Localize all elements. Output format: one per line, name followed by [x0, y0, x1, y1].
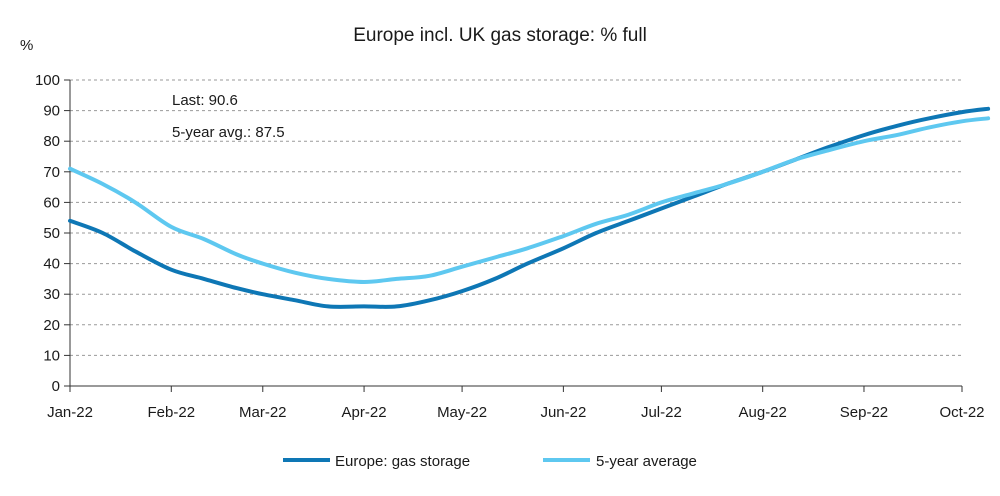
y-tick-label: 70 [43, 164, 60, 181]
series-lines [68, 106, 991, 309]
x-tick-label: Jul-22 [641, 404, 682, 421]
x-tick-label: Aug-22 [739, 404, 787, 421]
legend-label: Europe: gas storage [335, 453, 470, 470]
legend-label: 5-year average [596, 453, 697, 470]
x-tick-label: Jun-22 [540, 404, 586, 421]
y-tick-label: 80 [43, 133, 60, 150]
annotation-last: Last: 90.6 [172, 92, 238, 109]
legend: Europe: gas storage 5-year average [283, 453, 697, 470]
x-tick-label: Sep-22 [840, 404, 888, 421]
y-tick-label: 50 [43, 225, 60, 242]
chart-title: Europe incl. UK gas storage: % full [353, 25, 647, 46]
series-line-europe-gas-storage [68, 106, 991, 309]
y-tick-label: 40 [43, 256, 60, 273]
y-tick-label: 60 [43, 194, 60, 211]
y-axis-label: % [20, 37, 33, 54]
axes: 0 10 20 30 40 50 60 70 80 90 100 Jan-22 Feb-22 Mar-22… [35, 72, 985, 421]
x-tick-label: May-22 [437, 404, 487, 421]
x-tick-label: Mar-22 [239, 404, 287, 421]
y-tick-label: 20 [43, 317, 60, 334]
y-tick-label: 0 [52, 378, 60, 395]
annotation-5yr-avg: 5-year avg.: 87.5 [172, 124, 285, 141]
y-tick-label: 30 [43, 286, 60, 303]
y-tick-label: 10 [43, 347, 60, 364]
series-line-5-year-average [68, 116, 991, 284]
y-tick-label: 100 [35, 72, 60, 89]
x-tick-label: Apr-22 [342, 404, 387, 421]
x-tick-label: Oct-22 [939, 404, 984, 421]
x-tick-label: Feb-22 [148, 404, 196, 421]
x-tick-label: Jan-22 [47, 404, 93, 421]
grid [70, 79, 962, 356]
y-tick-label: 90 [43, 103, 60, 120]
